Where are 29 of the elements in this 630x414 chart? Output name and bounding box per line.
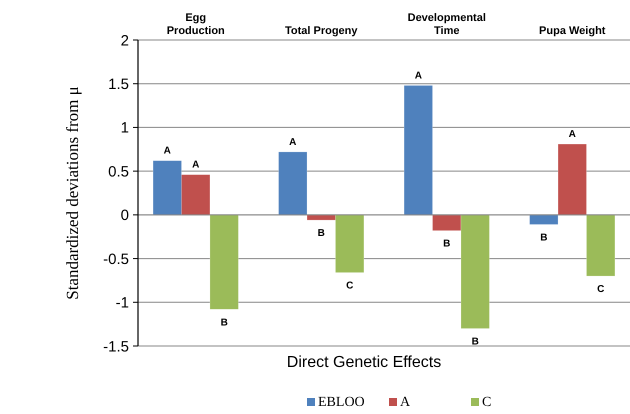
y-tick-label: 2 bbox=[120, 32, 129, 50]
y-tick-label: -1.5 bbox=[103, 338, 129, 356]
legend-label: A bbox=[400, 395, 411, 410]
data-label: C bbox=[346, 280, 354, 292]
x-tick-label: Pupa Weight bbox=[539, 25, 606, 37]
y-tick-label: -0.5 bbox=[103, 250, 129, 268]
data-label: B bbox=[443, 238, 450, 250]
data-label: B bbox=[540, 232, 548, 244]
y-axis-title: Standardized deviations from μ bbox=[63, 86, 82, 300]
y-tick-label: 1.5 bbox=[108, 76, 129, 93]
data-label: A bbox=[192, 160, 200, 171]
data-label: A bbox=[289, 136, 296, 148]
data-label: A bbox=[414, 70, 422, 82]
y-tick-label: -1 bbox=[116, 294, 129, 312]
x-tick-label: Developmental Time bbox=[408, 12, 486, 37]
y-tick-label: 0.5 bbox=[108, 163, 129, 180]
legend-label: C bbox=[482, 395, 492, 410]
data-label: B bbox=[472, 336, 479, 348]
data-label: B bbox=[220, 317, 228, 328]
x-axis-title: Direct Genetic Effects bbox=[286, 354, 442, 371]
y-tick-label: 0 bbox=[120, 207, 129, 224]
data-label: C bbox=[597, 284, 604, 296]
x-tick-label: Total Progeny bbox=[284, 25, 358, 37]
data-label: A bbox=[164, 146, 171, 157]
data-label: B bbox=[318, 228, 325, 240]
y-tick-label: 1 bbox=[120, 120, 129, 137]
legend-label: EBLOO bbox=[318, 395, 365, 410]
data-label: A bbox=[568, 129, 576, 140]
x-tick-label: Egg Production bbox=[166, 12, 226, 37]
